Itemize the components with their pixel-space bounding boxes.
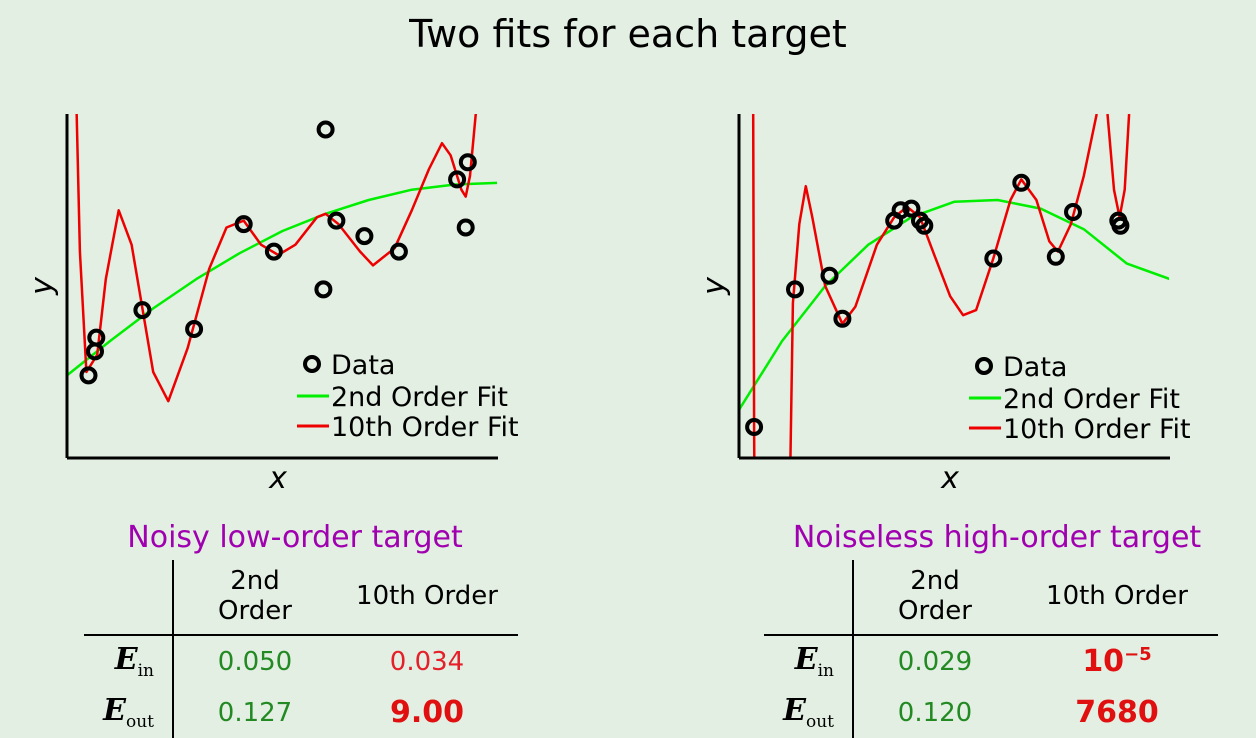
table-row: Ein 0.050 0.034 (84, 635, 518, 687)
fit-10th-order-line (751, 114, 1098, 458)
data-point (984, 249, 1003, 268)
data-point (185, 320, 204, 338)
data-point (1046, 247, 1065, 266)
data-point (902, 199, 921, 218)
cell-eout-10th: 9.00 (389, 695, 465, 730)
x-axis-label: x (268, 461, 287, 496)
data-point (786, 280, 804, 299)
data-point (1111, 216, 1130, 235)
data-point (458, 153, 477, 172)
data-point (264, 242, 283, 261)
legend-fit10-label: 10th Order Fit (331, 412, 519, 443)
cell-ein-10th: 10−5 (1082, 644, 1152, 679)
x-axis-label: x (940, 461, 959, 496)
left-error-table: 2nd Order 10th Order Ein 0.050 0.034 Eou… (84, 560, 518, 738)
y-axis-label: y (25, 276, 60, 296)
data-point (133, 301, 152, 320)
table-row: Eout 0.120 7680 (764, 687, 1218, 738)
data-point (327, 211, 346, 230)
cell-ein-10th: 0.034 (389, 646, 465, 677)
data-point (745, 418, 764, 436)
right-panel-title: Noiseless high-order target (792, 520, 1202, 555)
legend-data-label: Data (1003, 352, 1067, 383)
col-header-2nd: 2nd Order (853, 560, 1016, 636)
left-chart: x y Data 2nd Order Fit 10th Order Fit (25, 114, 519, 496)
data-point (355, 227, 374, 246)
legend-fit2-label: 2nd Order Fit (1003, 384, 1180, 415)
col-header-10th: 10th Order (1016, 560, 1218, 636)
data-point (1012, 173, 1031, 192)
row-label-ein: Ein (84, 635, 174, 687)
data-point (316, 120, 335, 139)
fit-10th-order-line (75, 114, 478, 403)
fit-2nd-order-line (739, 198, 1169, 411)
legend-data-marker (303, 355, 321, 373)
cell-ein-2nd: 0.029 (897, 646, 973, 677)
table-row: Eout 0.127 9.00 (84, 687, 518, 738)
right-error-table: 2nd Order 10th Order Ein 0.029 10−5 Eout… (764, 560, 1218, 738)
corner-cell (764, 560, 854, 636)
data-point (915, 216, 934, 235)
legend-data-label: Data (331, 350, 395, 381)
left-panel-title: Noisy low-order target (127, 520, 463, 555)
row-label-eout: Eout (764, 687, 854, 738)
cell-eout-10th: 7680 (1075, 695, 1159, 730)
fit-2nd-order-line (67, 181, 497, 377)
corner-cell (84, 560, 174, 636)
data-point (1064, 203, 1082, 221)
legend-data-marker (975, 357, 993, 375)
data-point (389, 242, 408, 261)
data-point (833, 309, 852, 328)
col-header-2nd: 2nd Order (173, 560, 336, 636)
data-point (820, 266, 839, 285)
cell-eout-2nd: 0.120 (897, 697, 973, 728)
row-label-ein: Ein (764, 635, 854, 687)
cell-eout-2nd: 0.127 (217, 697, 293, 728)
figure-title: Two fits for each target (409, 12, 847, 56)
data-point (79, 366, 98, 385)
data-point (448, 170, 467, 189)
col-header-10th: 10th Order (336, 560, 518, 636)
cell-ein-2nd: 0.050 (217, 646, 293, 677)
table-row: Ein 0.029 10−5 (764, 635, 1218, 687)
legend-fit10-label: 10th Order Fit (1003, 414, 1191, 445)
data-point (456, 218, 475, 237)
data-point (234, 215, 253, 234)
right-chart: x y Data 2nd Order Fit 10th Order Fit (697, 114, 1191, 496)
data-point (314, 280, 333, 299)
legend: Data 2nd Order Fit 10th Order Fit (969, 352, 1191, 445)
y-axis-label: y (697, 276, 732, 296)
fit-10th-order-line (1106, 114, 1131, 219)
data-point (891, 201, 910, 220)
data-point (87, 328, 106, 347)
legend-fit2-label: 2nd Order Fit (331, 382, 508, 413)
row-label-eout: Eout (84, 687, 174, 738)
legend: Data 2nd Order Fit 10th Order Fit (297, 350, 519, 443)
